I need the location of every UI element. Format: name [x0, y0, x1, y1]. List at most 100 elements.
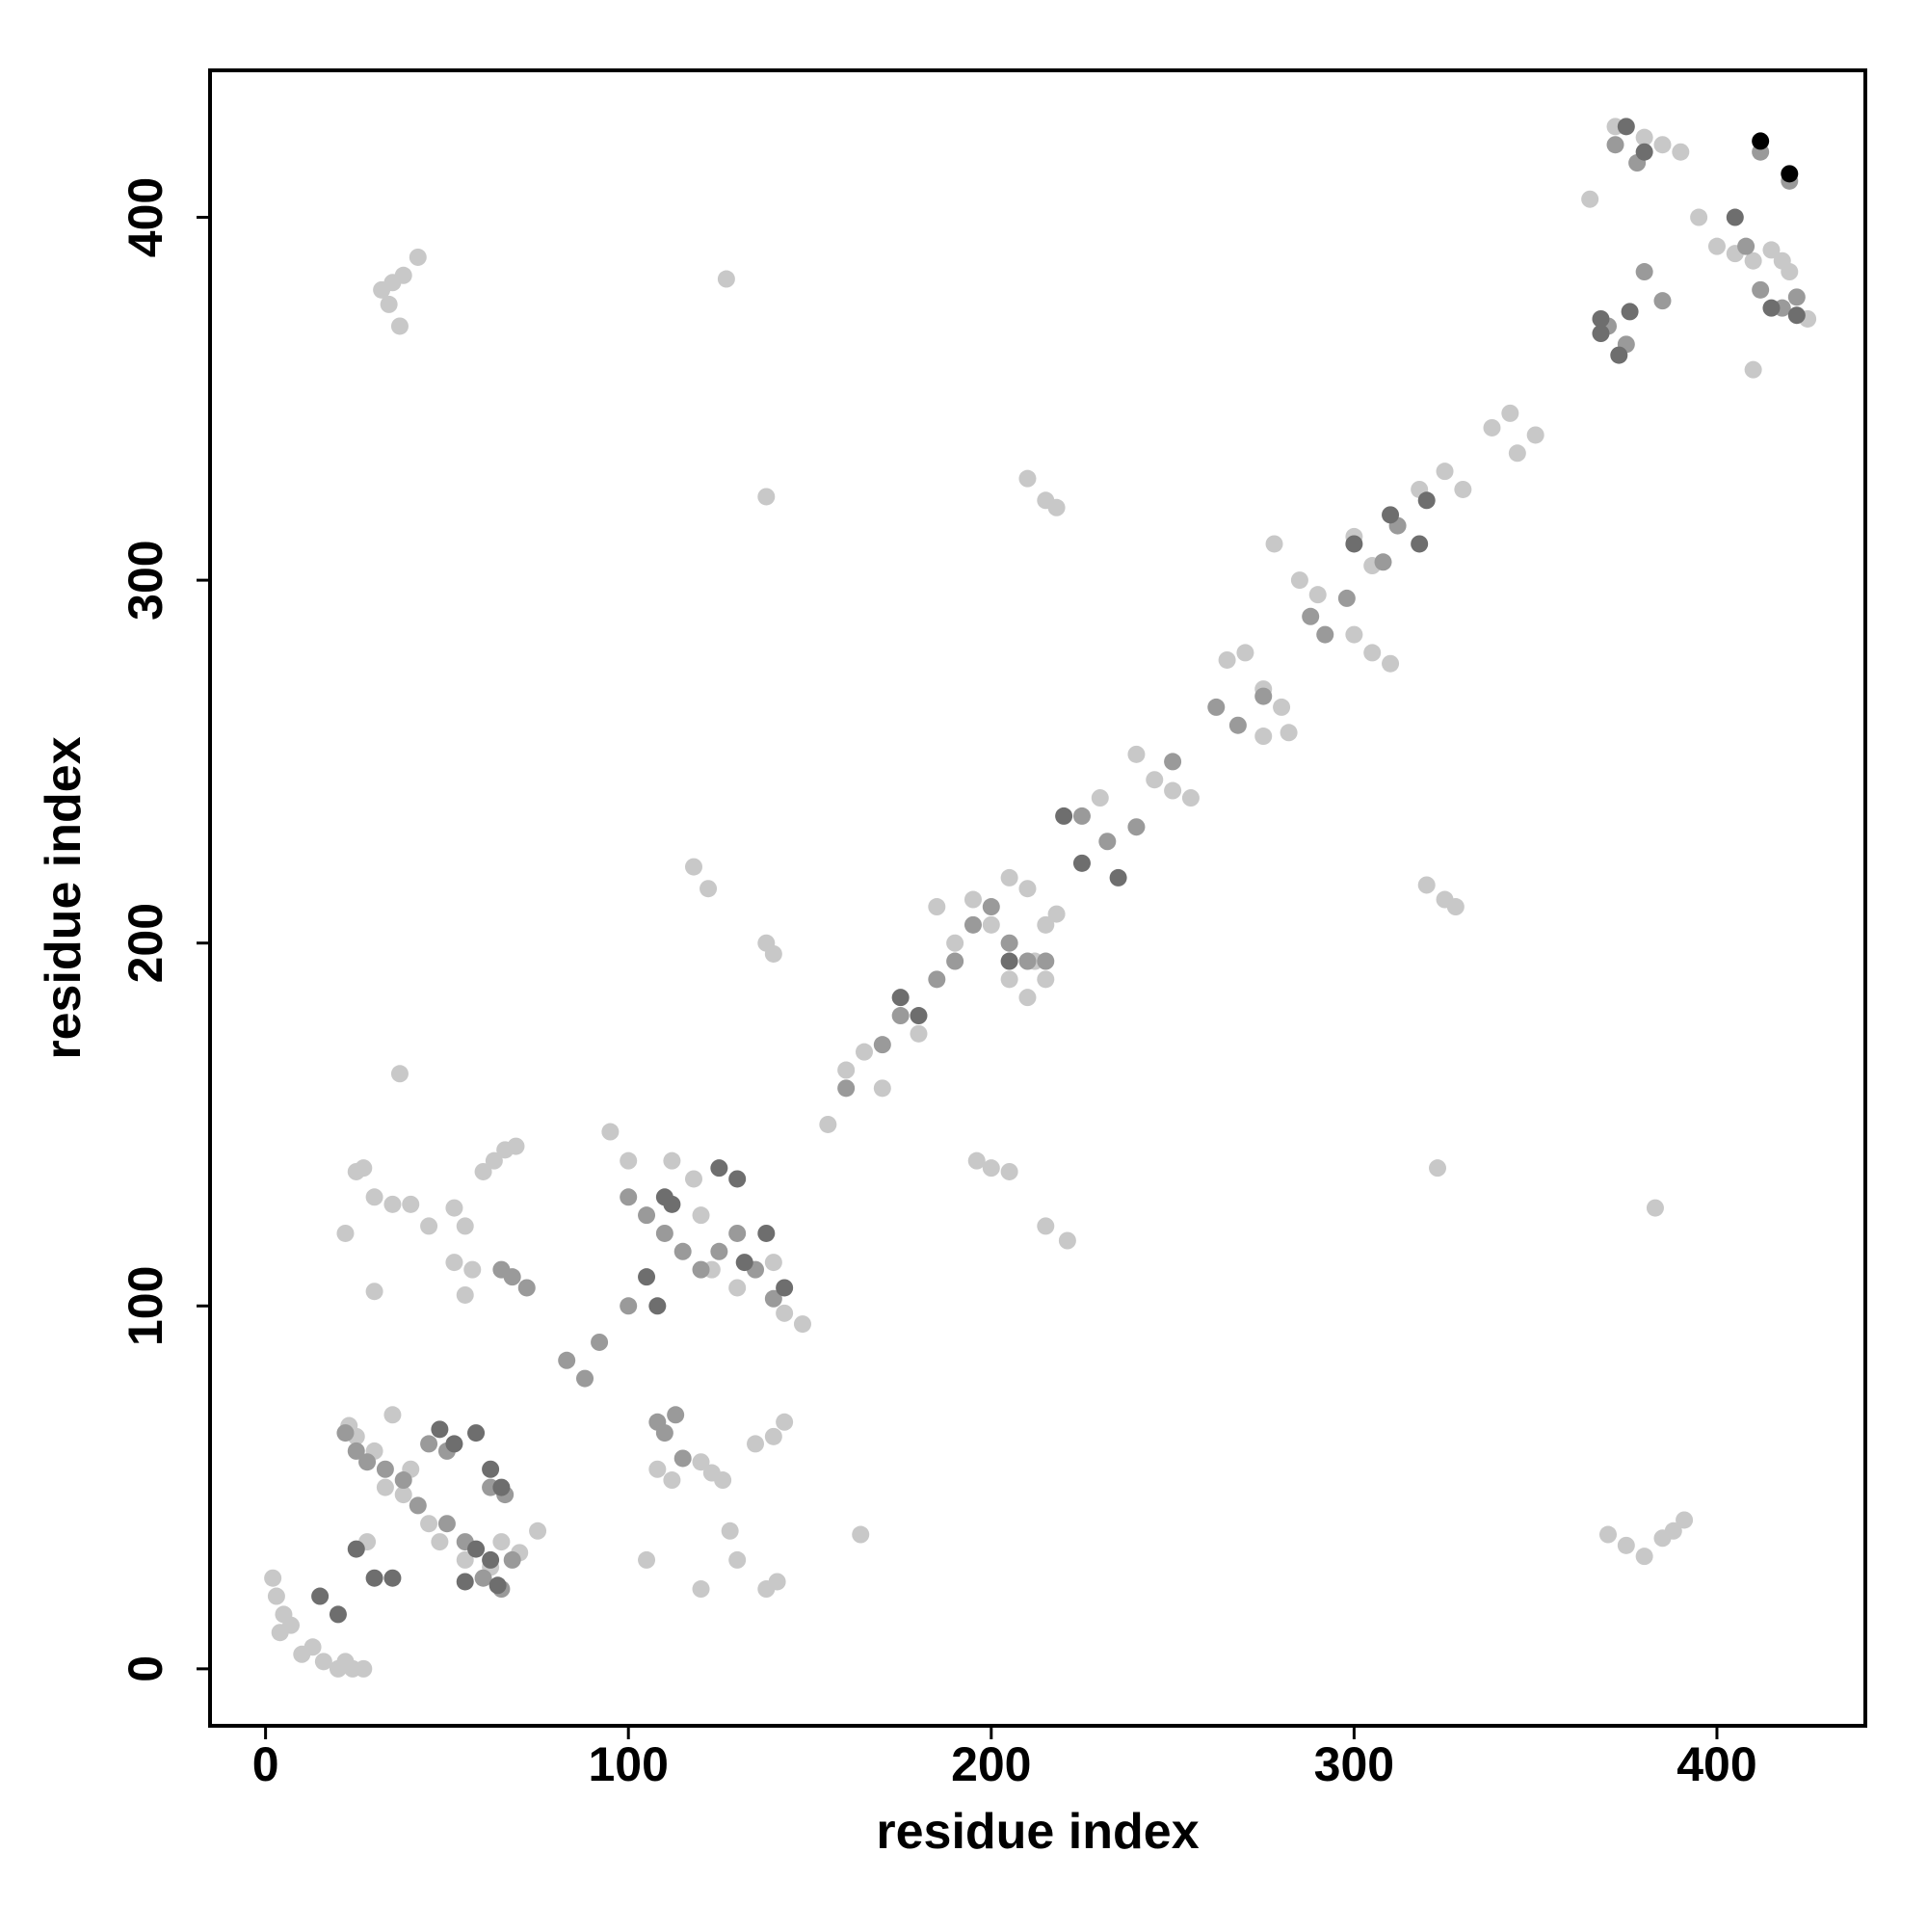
contact-point	[684, 858, 702, 876]
contact-point	[1000, 868, 1018, 887]
contact-point	[1664, 1522, 1682, 1540]
contact-point	[764, 1289, 782, 1308]
contact-point	[394, 1471, 412, 1490]
contact-point	[311, 1587, 330, 1605]
contact-point	[967, 1151, 986, 1170]
contact-point	[1592, 325, 1610, 343]
contact-point	[431, 1533, 449, 1551]
contact-point	[714, 1471, 732, 1490]
contact-point	[431, 1420, 449, 1439]
contact-point	[728, 1550, 747, 1569]
contact-point	[1164, 753, 1182, 771]
contact-point	[445, 1254, 463, 1272]
contact-point	[1000, 970, 1018, 989]
contact-point	[855, 1043, 873, 1061]
contact-point	[347, 1540, 365, 1558]
contact-point	[964, 890, 982, 909]
contact-point	[1018, 989, 1037, 1007]
contact-point	[1098, 833, 1117, 851]
contact-point	[692, 1260, 710, 1279]
contact-point	[1127, 818, 1146, 836]
contact-point	[982, 898, 1000, 916]
contact-point	[873, 1036, 891, 1054]
contact-point	[1787, 306, 1806, 325]
contact-point	[420, 1217, 438, 1235]
contact-point	[764, 1254, 782, 1272]
contact-point	[1762, 299, 1781, 317]
contact-point	[420, 1435, 438, 1453]
contact-point	[673, 1242, 692, 1260]
x-tick-label: 200	[951, 1737, 1031, 1791]
contact-point	[700, 880, 718, 898]
contact-point	[467, 1424, 486, 1442]
contact-point	[692, 1453, 710, 1471]
contact-point	[620, 1151, 638, 1170]
contact-point	[503, 1268, 521, 1286]
contact-point	[1744, 251, 1762, 270]
contact-point	[757, 488, 776, 506]
contact-point	[1417, 876, 1436, 894]
contact-point	[591, 1333, 609, 1351]
contact-point	[673, 1449, 692, 1468]
contact-point	[1726, 208, 1744, 226]
x-tick-label: 100	[588, 1737, 668, 1791]
x-tick-label: 400	[1676, 1737, 1756, 1791]
contact-point	[1592, 309, 1610, 328]
x-tick-label: 300	[1314, 1737, 1394, 1791]
contact-point	[648, 1297, 667, 1315]
contact-point	[655, 1224, 673, 1242]
contact-point	[728, 1170, 747, 1188]
contact-point	[764, 944, 782, 963]
contact-point	[1207, 698, 1226, 716]
contact-point	[1091, 789, 1109, 807]
contact-point	[819, 1115, 837, 1133]
contact-point	[420, 1515, 438, 1533]
contact-point	[891, 989, 910, 1007]
contact-point	[747, 1435, 765, 1453]
contact-point	[1228, 716, 1247, 734]
contact-point	[873, 1079, 891, 1098]
contact-point	[1273, 698, 1291, 716]
contact-point	[1047, 905, 1066, 923]
contact-point	[1109, 868, 1127, 887]
contact-point	[891, 1007, 910, 1025]
contact-point	[314, 1653, 332, 1671]
contact-point	[1164, 781, 1182, 800]
contact-point	[667, 1406, 685, 1424]
contact-point	[264, 1569, 282, 1587]
contact-point	[358, 1453, 377, 1471]
contact-point	[1454, 480, 1472, 498]
contact-point	[482, 1460, 500, 1478]
contact-point	[1000, 952, 1018, 970]
contact-point	[1653, 292, 1672, 310]
contact-point	[710, 1242, 728, 1260]
contact-point	[1363, 644, 1382, 662]
contact-point	[946, 934, 964, 952]
contact-point	[692, 1580, 710, 1599]
contact-point	[1707, 237, 1726, 255]
contact-point	[910, 1024, 928, 1043]
contact-point	[390, 317, 409, 335]
contact-point	[1037, 915, 1055, 934]
contact-point	[764, 1427, 782, 1445]
contact-point	[1018, 952, 1037, 970]
contact-point	[1254, 728, 1273, 746]
contact-point	[336, 1424, 355, 1442]
contact-point	[355, 1659, 373, 1678]
contact-point	[529, 1522, 547, 1540]
contact-point	[1429, 1159, 1447, 1178]
contact-point	[1254, 687, 1273, 705]
contact-point	[1598, 1525, 1617, 1544]
contact-point	[409, 248, 427, 266]
contact-point	[928, 898, 946, 916]
contact-point	[620, 1297, 638, 1315]
contact-point	[1773, 251, 1791, 270]
contact-point	[1236, 644, 1254, 662]
contact-point	[1672, 143, 1690, 161]
contact-point	[409, 1496, 427, 1515]
contact-point	[376, 1460, 394, 1478]
contact-point	[402, 1195, 420, 1213]
contact-point	[304, 1638, 322, 1656]
contact-point	[456, 1285, 474, 1304]
